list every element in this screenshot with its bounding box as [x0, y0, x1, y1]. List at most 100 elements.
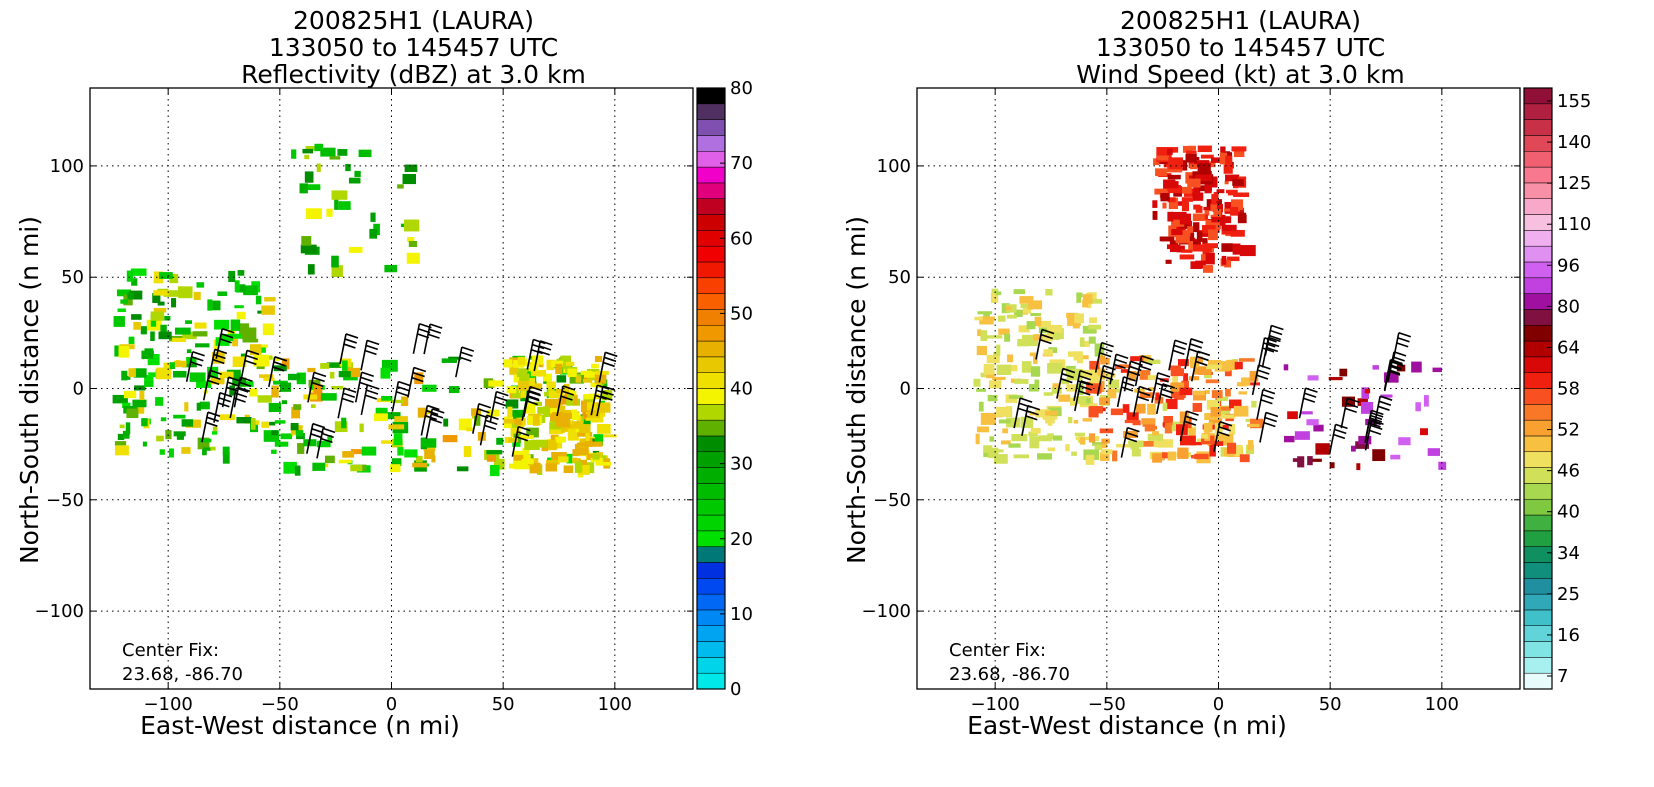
field-cell: [484, 449, 500, 460]
field-cell: [1239, 454, 1250, 463]
field-cell: [1167, 197, 1176, 203]
field-cell: [992, 376, 1006, 381]
field-cell: [139, 390, 145, 401]
field-cell: [302, 148, 314, 154]
field-cell: [973, 378, 981, 387]
field-cell: [184, 402, 189, 412]
field-cell: [996, 344, 1001, 356]
field-cell: [358, 149, 372, 158]
field-cell: [442, 435, 458, 443]
field-cell: [1083, 449, 1099, 460]
field-cell: [390, 464, 401, 473]
wind-barb: [425, 408, 445, 439]
field-cell: [1166, 181, 1179, 189]
field-cell: [1193, 183, 1201, 193]
field-cell: [580, 400, 589, 412]
field-cell: [596, 370, 609, 375]
colorbar-tick-label: 70: [730, 153, 753, 174]
data-field: [112, 143, 618, 478]
field-cell: [1094, 444, 1103, 451]
field-cell: [1227, 192, 1235, 196]
wind-barb: [1184, 338, 1204, 369]
field-cell: [572, 391, 577, 397]
field-cell: [572, 421, 584, 429]
field-cell: [458, 418, 472, 431]
field-cell: [1089, 406, 1103, 414]
wind-barb: [1256, 388, 1276, 420]
field-cell: [1438, 461, 1447, 470]
field-cell: [1205, 379, 1220, 384]
field-cell: [1247, 440, 1254, 451]
y-tick-label: −100: [862, 601, 911, 622]
field-cell: [594, 355, 603, 363]
field-cell: [443, 418, 449, 427]
field-cell: [1207, 360, 1222, 366]
field-cell: [420, 438, 437, 448]
field-cell: [148, 372, 156, 377]
field-cell: [214, 319, 230, 330]
field-cell: [1427, 448, 1440, 456]
colorbar-segment: [696, 103, 726, 120]
wind-barb: [598, 351, 618, 383]
field-cell: [1066, 368, 1083, 381]
field-cell: [133, 368, 147, 378]
field-cell: [1152, 210, 1158, 220]
field-cell: [537, 406, 545, 414]
colorbar-segment: [696, 641, 726, 658]
field-cell: [1195, 206, 1203, 213]
colorbar-tick-label: 25: [1557, 584, 1580, 605]
field-cell: [493, 458, 505, 470]
field-cell: [1014, 378, 1029, 384]
field-cell: [563, 465, 574, 474]
field-cell: [271, 385, 279, 398]
field-cell: [134, 385, 146, 391]
field-cell: [304, 171, 314, 183]
field-cell: [1193, 390, 1207, 401]
field-cell: [401, 396, 409, 407]
field-cell: [303, 394, 318, 400]
y-axis-label: North-South distance (n mi): [15, 216, 44, 564]
field-cell: [241, 327, 257, 340]
field-cell: [131, 314, 142, 320]
field-cell: [123, 390, 137, 399]
field-cell: [207, 366, 219, 378]
field-cell: [1230, 199, 1244, 211]
field-cell: [529, 364, 539, 372]
y-tick-label: 0: [73, 379, 84, 400]
wind-barb: [1056, 367, 1076, 399]
field-cell: [297, 443, 305, 454]
field-cell: [1001, 303, 1010, 314]
field-cell: [113, 316, 125, 327]
field-cell: [112, 394, 128, 404]
colorbar-segment: [696, 467, 726, 484]
field-cell: [1221, 255, 1227, 265]
colorbar-segment: [696, 309, 726, 326]
field-cell: [1067, 351, 1082, 357]
colorbar-segment: [696, 609, 726, 626]
field-cell: [1380, 394, 1393, 398]
field-cell: [196, 402, 202, 411]
field-cell: [547, 403, 561, 415]
field-cell: [150, 311, 165, 321]
y-tick-label: 50: [888, 267, 911, 288]
colorbar-segment: [1523, 657, 1553, 674]
field-cell: [1116, 443, 1130, 448]
field-cell: [235, 284, 246, 293]
field-cell: [1307, 456, 1313, 466]
field-cell: [152, 293, 161, 304]
colorbar-segment: [696, 182, 726, 199]
wind-barb: [455, 346, 475, 378]
field-cell: [131, 278, 138, 286]
x-tick-label: 0: [1213, 694, 1224, 715]
field-cell: [1141, 418, 1156, 425]
field-cell: [261, 305, 275, 315]
field-cell: [211, 431, 218, 435]
field-cell: [1216, 396, 1229, 402]
field-cell: [571, 409, 577, 414]
field-cell: [1205, 252, 1215, 265]
colorbar-segment: [696, 593, 726, 611]
field-cell: [193, 291, 201, 300]
field-cell: [1229, 206, 1239, 216]
field-cell: [1188, 145, 1196, 151]
field-cell: [126, 408, 139, 419]
